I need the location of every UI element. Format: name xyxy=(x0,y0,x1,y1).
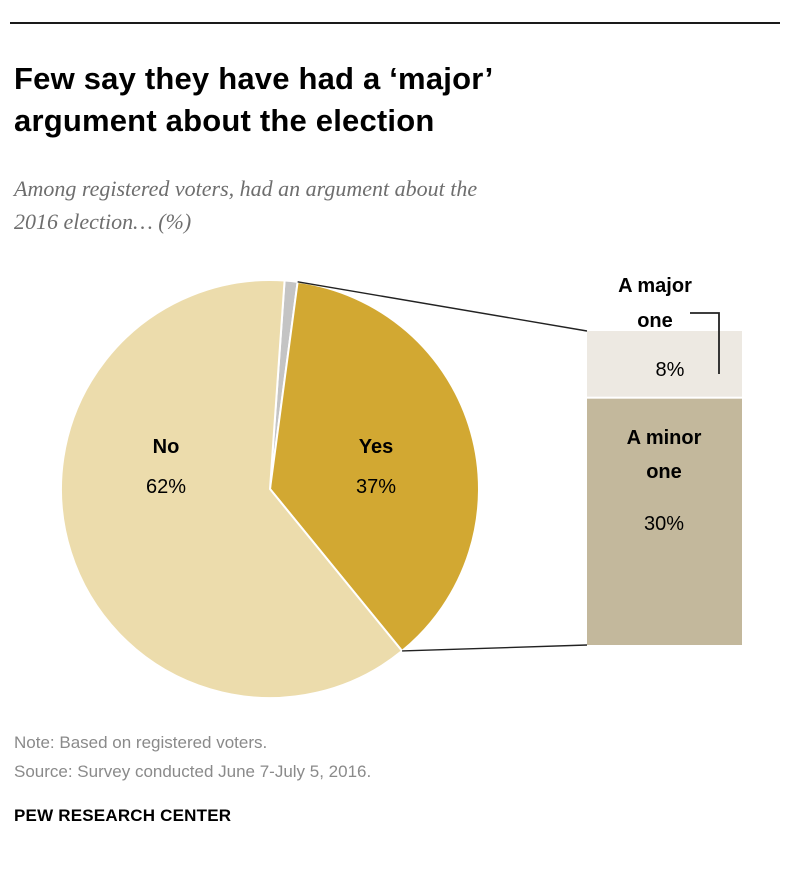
pie-slices xyxy=(60,279,480,699)
slice-value-no: 62% xyxy=(146,476,186,498)
pie-slice-no xyxy=(60,279,404,699)
pie-slice-yes xyxy=(268,280,480,653)
chart-subtitle-line-1: Among registered voters, had an argument… xyxy=(14,176,478,201)
slice-label-no: No xyxy=(153,436,180,458)
chart-subtitle-line-2: 2016 election… (%) xyxy=(14,209,192,234)
breakdown-label-minor-line-2: one xyxy=(646,461,682,483)
breakdown-segment-a-major xyxy=(587,331,742,397)
connector-top xyxy=(297,281,588,332)
breakdown-value-minor: 30% xyxy=(644,513,684,535)
slice-value-yes: 37% xyxy=(356,476,396,498)
note-text: Note: Based on registered voters. xyxy=(14,733,268,752)
breakdown-label-minor-line-1: A minor xyxy=(627,427,702,449)
chart-title-line-1: Few say they have had a ‘major’ xyxy=(14,61,494,96)
footnote: Note: Based on registered voters. Source… xyxy=(14,728,371,786)
breakdown-label-major-line-1: A major xyxy=(618,275,692,297)
breakdown-segment-a-minor xyxy=(587,398,742,645)
breakdown-connectors xyxy=(297,281,588,652)
chart-title: Few say they have had a ‘major’ argument… xyxy=(14,58,754,142)
chart-title-line-2: argument about the election xyxy=(14,103,435,138)
organization-name: PEW RESEARCH CENTER xyxy=(14,806,232,825)
source-text: Source: Survey conducted June 7-July 5, … xyxy=(14,762,372,781)
breakdown-value-major: 8% xyxy=(656,359,685,381)
slice-label-yes: Yes xyxy=(359,436,393,458)
chart-subtitle: Among registered voters, had an argument… xyxy=(14,172,754,238)
connector-bottom xyxy=(402,644,588,652)
top-rule xyxy=(10,22,780,24)
breakdown-bar xyxy=(587,331,742,645)
breakdown-label-major-line-2: one xyxy=(637,310,673,332)
major-label-bracket xyxy=(690,312,720,374)
